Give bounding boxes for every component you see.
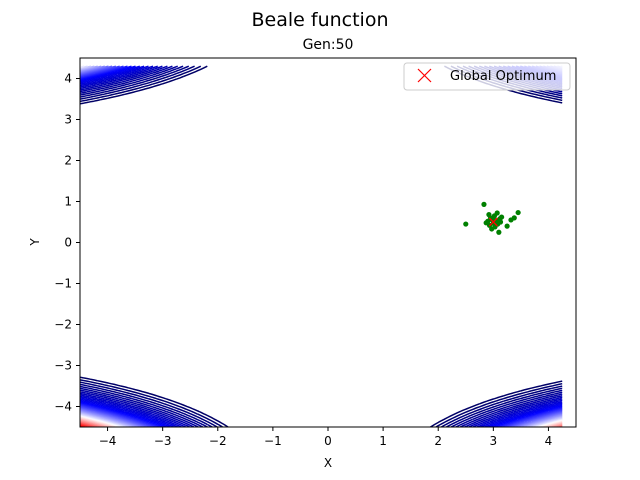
- contour-line: [80, 65, 563, 427]
- chart-subtitle: Gen:50: [303, 37, 354, 53]
- x-tick-label: 0: [324, 434, 332, 448]
- legend-marker-icon: [417, 68, 432, 83]
- contour-line: [80, 65, 563, 427]
- global-optimum-stroke: [488, 217, 498, 227]
- y-tick-label: −3: [54, 359, 72, 373]
- population-point: [496, 229, 502, 235]
- scatter-points: [463, 201, 521, 235]
- x-tick-label: 4: [545, 434, 553, 448]
- x-tick-label: 1: [379, 434, 387, 448]
- plot-background: [80, 58, 576, 427]
- population-point: [515, 209, 521, 216]
- y-tick-label: 3: [64, 113, 72, 127]
- x-tick-label: 2: [434, 434, 442, 448]
- y-tick-label: −1: [54, 277, 72, 291]
- y-tick-label: −4: [54, 400, 72, 414]
- x-tick-label: −1: [264, 434, 282, 448]
- contour-line: [80, 65, 563, 427]
- y-tick-label: 2: [64, 154, 72, 168]
- population-point: [494, 210, 500, 216]
- population-point: [511, 215, 517, 221]
- chart-title: Beale function: [252, 9, 389, 31]
- x-tick-label: −3: [154, 434, 172, 448]
- y-tick-label: −2: [54, 318, 72, 332]
- contour-line: [80, 65, 563, 427]
- contour-line: [80, 65, 563, 427]
- y-tick-label: 1: [64, 195, 72, 209]
- legend: Global Optimum: [403, 62, 571, 91]
- y-axis-ticks: −4 −3 −2 −1 0 1 2 3 4: [54, 72, 80, 414]
- y-axis-label: Y: [28, 238, 42, 247]
- x-axis-label: X: [324, 456, 332, 470]
- population-point: [481, 201, 487, 207]
- global-optimum-marker: [488, 217, 498, 227]
- y-tick-label: 4: [64, 72, 72, 86]
- x-tick-label: −2: [209, 434, 227, 448]
- legend-label: Global Optimum: [450, 69, 556, 84]
- population-point: [486, 212, 492, 218]
- legend-box: [403, 62, 571, 91]
- population-point: [504, 223, 510, 229]
- contour-line: [80, 65, 563, 427]
- contour-line: [80, 65, 563, 427]
- x-tick-label: 3: [490, 434, 498, 448]
- x-axis-ticks: −4 −3 −2 −1 0 1 2 3 4: [99, 427, 553, 448]
- population-point: [499, 214, 505, 220]
- population-point: [497, 219, 504, 225]
- x-tick-label: −4: [99, 434, 117, 448]
- population-point: [463, 221, 469, 227]
- contour-line: [80, 65, 563, 427]
- y-tick-label: 0: [64, 236, 72, 250]
